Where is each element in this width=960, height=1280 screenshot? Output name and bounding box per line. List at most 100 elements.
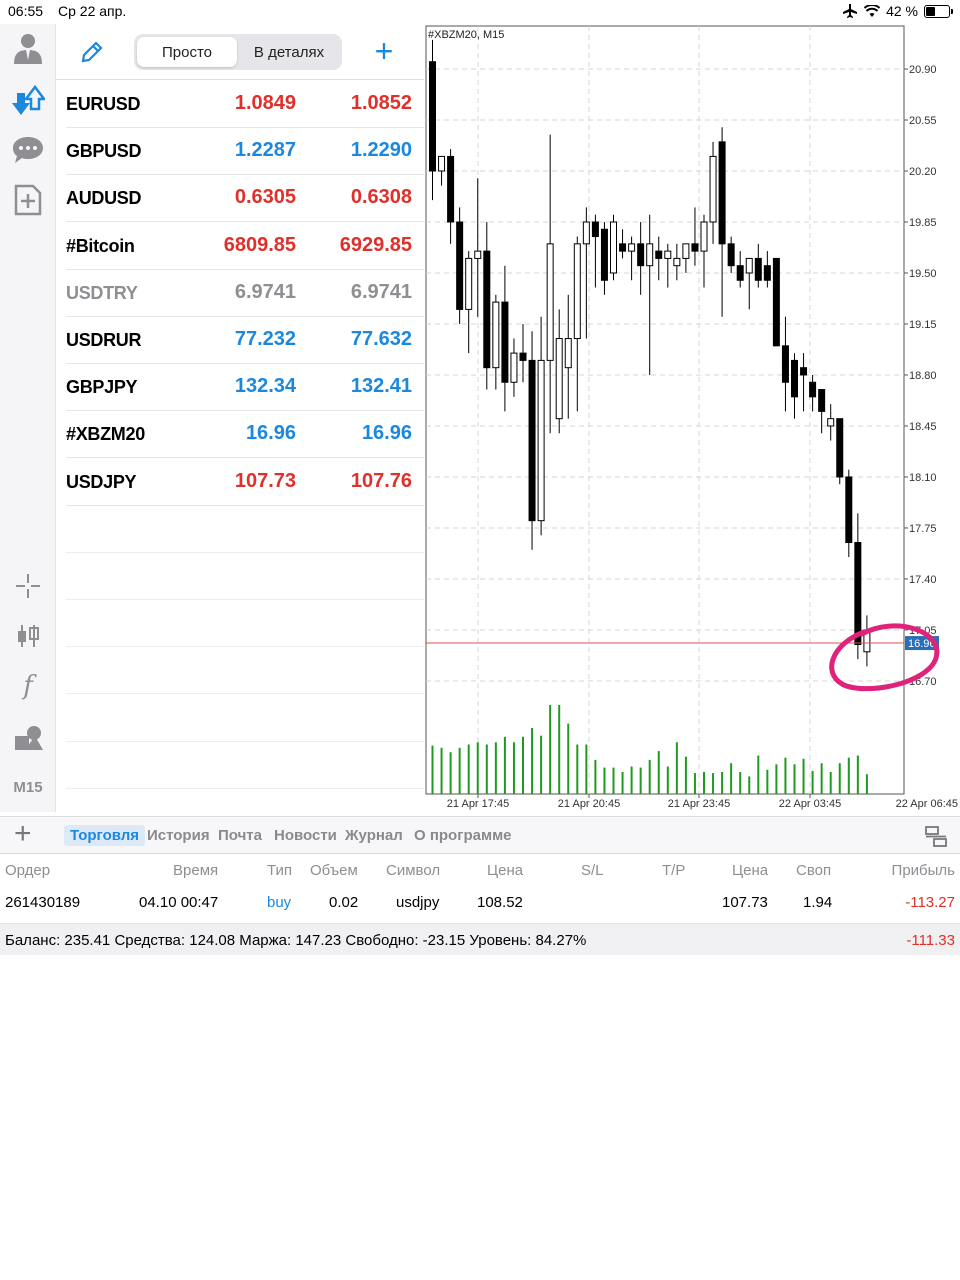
price-tick-label: 17.40 [909, 574, 937, 586]
trade-table-header: Ордер Время Тип Объем Символ Цена S/L T/… [0, 856, 960, 886]
candle-bear [600, 228, 608, 281]
tab-trade[interactable]: Торговля [64, 825, 146, 846]
candle-bear [845, 476, 853, 544]
edit-pencil-icon[interactable] [76, 36, 108, 68]
candle-bear [800, 367, 808, 376]
quote-bid: 1.0849 [234, 92, 296, 114]
quote-symbol: USDRUR [66, 330, 142, 350]
table-row[interactable]: 261430189 04.10 00:47 buy 0.02 usdjpy 10… [0, 888, 960, 922]
candle-bear [818, 389, 826, 412]
candle-bull [827, 418, 835, 427]
quote-row-bitcoin[interactable]: #Bitcoin 6809.85 6929.85 [66, 223, 424, 270]
quote-symbol: #Bitcoin [66, 235, 135, 256]
candle-bull [646, 243, 654, 267]
candle-bull [564, 338, 572, 369]
col-profit: Прибыль [891, 862, 955, 879]
objects-icon[interactable] [8, 718, 48, 758]
new-order-plus-icon[interactable]: + [14, 817, 32, 850]
quote-ask: 0.6308 [350, 186, 412, 209]
chat-icon[interactable] [8, 130, 48, 170]
candle-bull [573, 243, 581, 340]
quote-row-gbpusd[interactable]: GBPUSD 1.2287 1.2290 [66, 128, 424, 176]
chart-type-icon[interactable] [8, 616, 48, 656]
candle-bull [582, 221, 590, 245]
crosshair-icon[interactable] [8, 566, 48, 606]
empty-quote-row [66, 742, 424, 789]
quote-row-eurusd[interactable]: EURUSD 1.0849 1.0852 [66, 81, 424, 128]
timeframe-button[interactable]: M15 [13, 779, 43, 796]
time-tick-label: 21 Apr 20:45 [558, 798, 620, 810]
empty-quote-row [66, 600, 424, 648]
layout-icon[interactable] [924, 825, 948, 849]
candle-bull [709, 155, 717, 223]
terminal-tabs: + Торговля История Почта Новости Журнал … [0, 816, 960, 854]
account-icon[interactable] [8, 28, 48, 68]
candle-bull [492, 301, 500, 369]
status-time: 06:55 [8, 3, 44, 19]
quote-row-usdjpy[interactable]: USDJPY 107.73 107.76 [66, 459, 424, 506]
quote-ask: 6.9741 [350, 280, 412, 303]
price-tick-label: 19.15 [909, 319, 937, 331]
trade-arrows-icon[interactable] [8, 80, 48, 120]
candle-bull [555, 338, 563, 420]
col-swap: Своп [796, 862, 832, 879]
quote-ask: 1.2290 [350, 139, 412, 162]
add-symbol-plus-icon[interactable]: + [374, 33, 394, 69]
price-tick-label: 19.85 [909, 217, 937, 229]
candle-bull [537, 359, 545, 522]
candle-bear [637, 243, 645, 267]
status-date: Ср 22 апр. [58, 3, 127, 19]
tab-journal[interactable]: Журнал [345, 827, 403, 844]
order-volume: 0.02 [329, 894, 359, 911]
quote-bid: 77.232 [234, 328, 296, 350]
quote-row-usdrur[interactable]: USDRUR 77.232 77.632 [66, 317, 424, 364]
quote-symbol: USDTRY [66, 282, 138, 303]
price-tick-label: 17.75 [909, 523, 937, 535]
quote-bid: 107.73 [234, 469, 296, 492]
annotation-circle [829, 623, 940, 692]
quote-row-gbpjpy[interactable]: GBPJPY 132.34 132.41 [66, 364, 424, 412]
new-order-icon[interactable] [8, 180, 48, 220]
candle-bull [465, 257, 473, 310]
col-order: Ордер [5, 862, 51, 879]
chart-frame [425, 25, 905, 795]
col-volume: Объем [310, 862, 358, 879]
quote-row-xbzm20[interactable]: #XBZM20 16.96 16.96 [66, 411, 424, 459]
view-detailed-tab[interactable]: В деталях [253, 43, 325, 61]
indicators-icon[interactable]: f [23, 671, 33, 701]
time-tick-label: 22 Apr 06:45 [896, 798, 958, 810]
candle-bear [772, 257, 780, 347]
tab-history[interactable]: История [147, 827, 210, 844]
quote-bid: 16.96 [245, 422, 296, 445]
tab-about[interactable]: О программе [414, 827, 512, 844]
col-symbol: Символ [386, 862, 441, 879]
time-tick-label: 21 Apr 23:45 [668, 798, 730, 810]
account-summary: Баланс: 235.41 Средства: 124.08 Маржа: 1… [0, 923, 960, 955]
candle-bear [854, 542, 862, 646]
quote-bid: 6.9741 [234, 280, 296, 303]
time-tick-label: 22 Apr 03:45 [779, 798, 841, 810]
candle-bull [510, 352, 518, 383]
candle-bull [673, 257, 681, 267]
candle-bear [809, 381, 817, 398]
candle-bull [628, 243, 636, 252]
candle-bull [474, 250, 482, 259]
balance-line: Баланс: 235.41 Средства: 124.08 Маржа: 1… [5, 932, 587, 949]
col-price: Цена [732, 862, 769, 879]
quote-row-audusd[interactable]: AUDUSD 0.6305 0.6308 [66, 175, 424, 223]
chart-canvas[interactable]: 20.90 20.55 20.20 19.85 19.50 19.15 18.80 18.45… [424, 24, 960, 812]
price-chart[interactable]: 20.90 20.55 20.20 19.85 19.50 19.15 18.80 18.45… [424, 24, 960, 812]
price-tick-label: 18.45 [909, 421, 937, 433]
tab-mail[interactable]: Почта [218, 827, 262, 844]
price-tick-label: 18.80 [909, 370, 937, 382]
quote-row-usdtry[interactable]: USDTRY 6.9741 6.9741 [66, 270, 424, 317]
col-sl: S/L [581, 862, 604, 879]
battery-icon [924, 4, 953, 18]
tab-news[interactable]: Новости [274, 827, 337, 844]
order-swap: 1.94 [803, 894, 833, 911]
order-open-price: 108.52 [477, 894, 523, 911]
order-price: 107.73 [722, 894, 768, 911]
quotes-panel: Просто В деталях + EURUSD 1.0849 1.0852 GBP… [56, 24, 424, 812]
view-simple-tab[interactable]: Просто [137, 37, 237, 67]
candle-bear [447, 155, 455, 223]
